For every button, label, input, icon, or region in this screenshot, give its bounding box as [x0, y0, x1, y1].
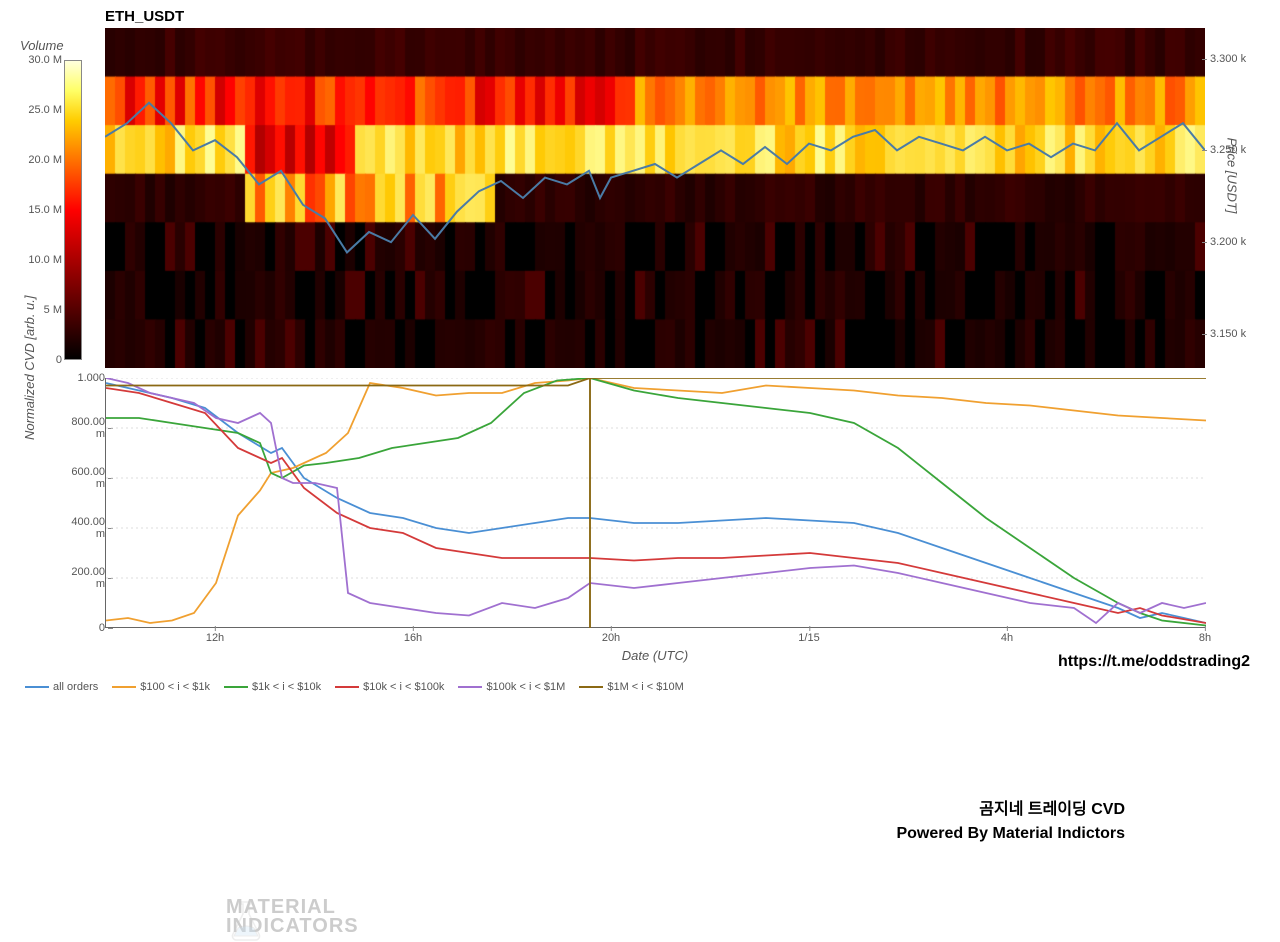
watermark: MATERIALINDICATORS — [226, 898, 359, 936]
annotation-text: 곰지네 트레이딩 CVD Powered By Material Indicto… — [896, 798, 1125, 846]
cvd-yaxis: 1.000800.00 m600.00 m400.00 m200.00 m0 — [60, 378, 105, 628]
colorbar-title: Volume — [20, 38, 64, 53]
colorbar-tick: 5 M — [12, 304, 62, 316]
legend-item: $1M < i < $10M — [579, 681, 683, 693]
legend-item: $1k < i < $10k — [224, 681, 321, 693]
cvd-ytick: 800.00 m — [60, 416, 105, 440]
x-axis-label: Date (UTC) — [105, 648, 1205, 663]
x-tick: 4h — [1001, 632, 1013, 644]
x-tick: 12h — [206, 632, 224, 644]
price-tick: 3.200 k — [1210, 236, 1246, 248]
price-tick: 3.300 k — [1210, 53, 1246, 65]
colorbar-tick: 25.0 M — [12, 104, 62, 116]
legend-item: $10k < i < $100k — [335, 681, 444, 693]
legend-item: $100 < i < $1k — [112, 681, 210, 693]
series-legend: all orders $100 < i < $1k $1k < i < $10k $1… — [25, 681, 684, 693]
colorbar-tick: 20.0 M — [12, 154, 62, 166]
cvd-ytick: 1.000 — [60, 372, 105, 384]
cvd-ytick: 400.00 m — [60, 516, 105, 540]
colorbar-tick: 10.0 M — [12, 254, 62, 266]
x-tick: 20h — [602, 632, 620, 644]
cvd-ytick: 200.00 m — [60, 566, 105, 590]
cvd-ytick: 0 — [60, 622, 105, 634]
colorbar-tick: 30.0 M — [12, 54, 62, 66]
cvd-linechart: MATERIALINDICATORS 곰지네 트레이딩 CVD Powered … — [105, 378, 1205, 628]
cvd-ytick: 600.00 m — [60, 466, 105, 490]
series-line — [106, 378, 1206, 628]
x-tick: 1/15 — [798, 632, 819, 644]
colorbar-tick: 15.0 M — [12, 204, 62, 216]
url-annotation: https://t.me/oddstrading2 — [1058, 653, 1250, 671]
series-line — [106, 378, 1206, 623]
colorbar-tick: 0 — [12, 354, 62, 366]
x-tick: 8h — [1199, 632, 1211, 644]
heatmap-panel — [105, 28, 1205, 368]
legend-item: $100k < i < $1M — [458, 681, 565, 693]
cvd-ylabel: Normalized CVD [arb. u.] — [22, 296, 37, 441]
price-tick: 3.250 k — [1210, 144, 1246, 156]
x-tick: 16h — [404, 632, 422, 644]
price-axis: Price [USDT] 3.300 k3.250 k3.200 k3.150 … — [1200, 28, 1260, 368]
chart-title: ETH_USDT — [105, 8, 184, 25]
legend-item: all orders — [25, 681, 98, 693]
colorbar-gradient — [64, 60, 82, 360]
price-tick: 3.150 k — [1210, 328, 1246, 340]
series-line — [106, 383, 1206, 623]
series-line — [106, 378, 1206, 626]
